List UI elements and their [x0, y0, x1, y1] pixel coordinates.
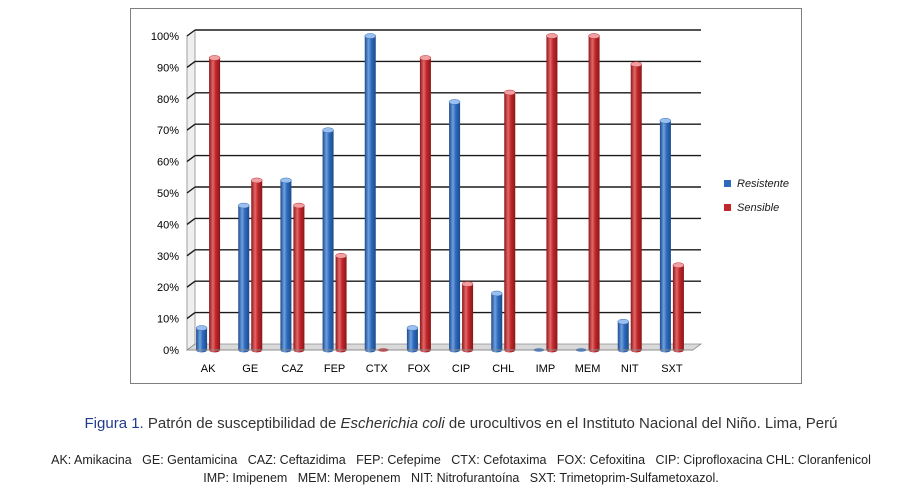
x-tick-label: SXT — [661, 363, 683, 375]
x-tick-label: NIT — [621, 363, 639, 375]
y-tick-label: 60% — [157, 157, 179, 169]
x-tick-label: CHL — [492, 363, 514, 375]
caption-text-after: de urocultivos en el Instituto Nacional … — [448, 415, 838, 432]
bar-cap — [659, 118, 672, 124]
y-tick-label: 20% — [157, 282, 179, 294]
bar-cap — [293, 202, 305, 209]
bar — [293, 205, 305, 350]
bar-cap — [238, 202, 250, 209]
bar-cap — [280, 177, 292, 184]
bar — [449, 101, 461, 350]
figure-label: Figura 1. — [84, 415, 144, 432]
bar-chart: 0% 10% 20% 30% 40% 50% 60% 70% 80% 90% 100% AK GE CAZ… — [151, 29, 789, 375]
bar-cap — [322, 127, 334, 133]
y-tick-label: 100% — [151, 31, 179, 43]
y-tick-label: 90% — [157, 62, 179, 74]
bar — [280, 180, 292, 350]
bar-cap — [617, 318, 629, 325]
bar — [322, 130, 334, 350]
x-tick-label: FOX — [408, 363, 431, 375]
bar-cap — [419, 55, 432, 61]
bar — [335, 255, 347, 350]
bar-cap — [251, 177, 263, 184]
bar — [238, 205, 250, 350]
bar — [462, 284, 474, 350]
bar — [251, 180, 263, 350]
gridline-depth — [186, 29, 196, 37]
legend-swatch — [724, 180, 731, 187]
bar — [617, 321, 629, 350]
gridline-depth — [186, 123, 196, 131]
bar-cap — [672, 262, 685, 268]
gridline-depth — [186, 155, 196, 163]
bar — [209, 57, 221, 350]
chart-frame: 0% 10% 20% 30% 40% 50% 60% 70% 80% 90% 100% AK GE CAZ… — [130, 8, 802, 384]
bar — [504, 92, 516, 351]
abbreviations-line-2: IMP: Imipenem MEM: Meropenem NIT: Nitrof… — [203, 471, 719, 485]
gridline-depth — [186, 312, 196, 320]
x-tick-label: AK — [201, 363, 216, 375]
bar — [659, 120, 671, 350]
bar — [491, 293, 503, 350]
bar-cap — [461, 281, 474, 287]
bar — [672, 265, 684, 350]
y-tick-label: 30% — [157, 251, 179, 263]
x-tick-label: CTX — [366, 363, 389, 375]
gridline-depth — [186, 280, 196, 288]
bar-cap — [630, 61, 642, 68]
bar — [630, 64, 642, 350]
bar-cap — [504, 89, 516, 96]
y-tick-label: 50% — [157, 188, 179, 200]
bar-cap — [546, 33, 558, 39]
x-tick-label: CIP — [452, 363, 470, 375]
bar — [419, 57, 431, 350]
gridline-depth — [186, 60, 196, 68]
bar-cap — [406, 325, 419, 331]
gridline-depth — [186, 249, 196, 257]
bar — [406, 328, 418, 350]
x-tick-label: CAZ — [281, 363, 303, 375]
abbreviations-line-1: AK: Amikacina GE: Gentamicina CAZ: Cefta… — [51, 453, 871, 467]
gridline-depth — [186, 217, 196, 225]
y-tick-label: 80% — [157, 94, 179, 106]
legend-swatch — [724, 204, 731, 211]
bar-cap — [195, 325, 208, 331]
gridline-depth — [186, 92, 196, 100]
x-tick-label: MEM — [575, 363, 601, 375]
y-tick-label: 70% — [157, 125, 179, 137]
caption-text-before: Patrón de susceptibilidad de — [147, 415, 337, 432]
gridline-depth — [186, 186, 196, 194]
x-tick-label: FEP — [324, 363, 345, 375]
bar-cap — [491, 290, 503, 297]
bar-cap — [208, 55, 221, 61]
x-tick-label: GE — [242, 363, 258, 375]
bar — [546, 36, 558, 350]
abbreviations: AK: Amikacina GE: Gentamicina CAZ: Cefta… — [0, 451, 922, 487]
caption-organism: Escherichia coli — [340, 415, 445, 432]
legend-label: Sensible — [737, 202, 779, 214]
bar — [196, 328, 208, 350]
bar — [364, 36, 376, 350]
y-tick-label: 10% — [157, 314, 179, 326]
y-tick-label: 0% — [163, 345, 179, 357]
figure-caption: Figura 1. Patrón de susceptibilidad de E… — [0, 415, 922, 432]
bar — [588, 36, 600, 350]
y-tick-label: 40% — [157, 219, 179, 231]
bar-cap — [335, 253, 347, 259]
legend-label: Resistente — [737, 178, 789, 190]
x-tick-label: IMP — [536, 363, 556, 375]
bar-cap — [364, 33, 376, 39]
bar-cap — [588, 33, 600, 39]
bar-cap — [448, 99, 461, 105]
